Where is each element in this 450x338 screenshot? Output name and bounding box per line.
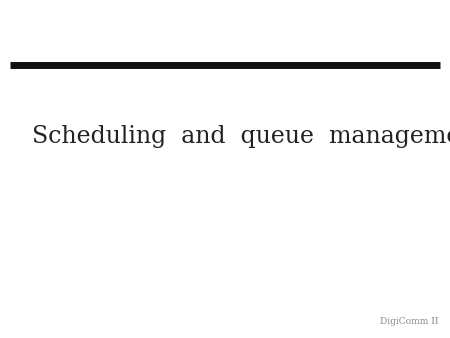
Text: Scheduling  and  queue  management: Scheduling and queue management xyxy=(32,125,450,148)
Text: DigiComm II: DigiComm II xyxy=(380,317,439,326)
